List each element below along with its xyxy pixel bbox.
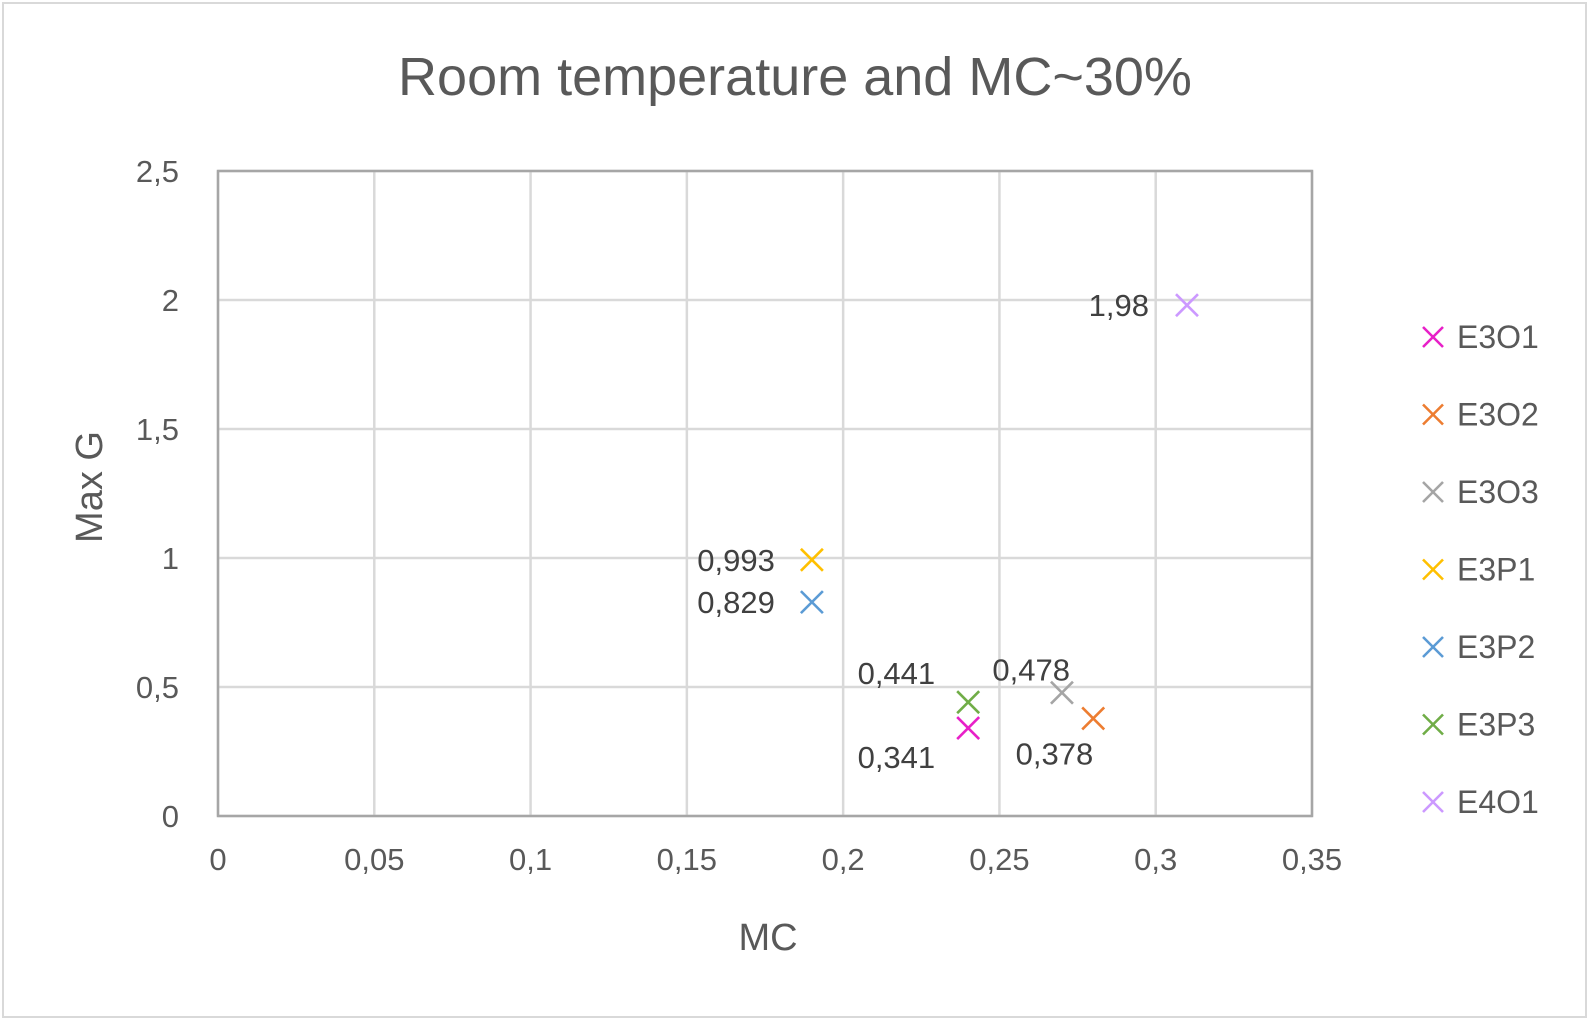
x-marker-stroke <box>956 716 981 740</box>
x-tick-labels: 0 0,05 0,1 0,15 0,2 0,25 0,3 0,35 <box>209 842 1342 877</box>
y-tick-label: 1 <box>162 541 179 576</box>
legend-item-e3p2: E3P2 <box>1422 629 1535 665</box>
data-label-e3p2: 0,829 <box>697 585 775 620</box>
x-marker-stroke <box>1081 706 1106 731</box>
legend-label: E3O3 <box>1457 474 1539 510</box>
data-point-e3p1 <box>799 547 824 572</box>
legend-item-e3p3: E3P3 <box>1422 707 1535 743</box>
data-points <box>799 293 1199 740</box>
legend-item-e3o1: E3O1 <box>1422 319 1539 355</box>
data-point-e3o3 <box>1050 680 1074 705</box>
legend-label: E3P1 <box>1457 552 1535 588</box>
legend-label: E3P3 <box>1457 707 1535 743</box>
x-tick-label: 0,15 <box>657 842 717 877</box>
data-point-e3p3 <box>956 690 981 715</box>
plot-area-border <box>216 169 1314 818</box>
legend-x-marker <box>1422 713 1444 736</box>
legend-x-marker <box>1422 636 1444 658</box>
legend-x-marker <box>1422 326 1444 348</box>
x-tick-label: 0,05 <box>344 842 404 877</box>
x-tick-label: 0,2 <box>822 842 865 877</box>
legend-label: E3O2 <box>1457 397 1539 433</box>
legend-label: E3O1 <box>1457 319 1539 355</box>
data-labels: 0,341 0,378 0,478 0,993 0,829 0,441 1,98 <box>697 288 1149 775</box>
x-marker-stroke <box>1175 293 1199 318</box>
x-tick-label: 0,35 <box>1282 842 1342 877</box>
y-tick-label: 0,5 <box>136 670 179 705</box>
x-tick-label: 0,1 <box>509 842 552 877</box>
legend-label: E4O1 <box>1457 784 1539 820</box>
x-tick-label: 0,25 <box>969 842 1029 877</box>
x-tick-label: 0 <box>209 842 226 877</box>
y-axis-title: Max G <box>69 431 111 543</box>
y-tick-label: 2 <box>162 283 179 318</box>
x-marker-stroke <box>956 690 981 715</box>
data-label-e3o1: 0,341 <box>858 740 936 775</box>
legend-item-e4o1: E4O1 <box>1422 784 1539 820</box>
x-axis-title: MC <box>738 917 797 959</box>
legend-x-marker <box>1422 558 1444 581</box>
data-label-e3o3: 0,478 <box>992 653 1070 688</box>
data-label-e3p3: 0,441 <box>858 656 936 691</box>
y-tick-label: 0 <box>162 799 179 834</box>
y-tick-label: 2,5 <box>136 154 179 189</box>
x-marker-stroke <box>799 547 824 572</box>
legend-item-e3o2: E3O2 <box>1422 397 1539 433</box>
y-tick-labels: 0 0,5 1 1,5 2 2,5 <box>136 154 179 834</box>
gridlines <box>216 169 1314 818</box>
legend: E3O1 E3O2 E3O3 E3P1 E3P2 E3P3 E4O1 <box>1422 319 1539 820</box>
x-marker-stroke <box>1050 680 1074 705</box>
legend-x-marker <box>1422 403 1444 426</box>
legend-x-marker <box>1422 481 1444 503</box>
legend-label: E3P2 <box>1457 629 1535 665</box>
legend-item-e3p1: E3P1 <box>1422 552 1535 588</box>
data-point-e3o2 <box>1081 706 1106 731</box>
legend-item-e3o3: E3O3 <box>1422 474 1539 510</box>
data-point-e3o1 <box>956 716 981 740</box>
x-marker-stroke <box>799 590 824 615</box>
x-tick-label: 0,3 <box>1134 842 1177 877</box>
y-tick-label: 1,5 <box>136 412 179 447</box>
legend-x-marker <box>1422 791 1444 813</box>
data-label-e3p1: 0,993 <box>697 543 775 578</box>
data-label-e4o1: 1,98 <box>1089 288 1149 323</box>
data-label-e3o2: 0,378 <box>1016 736 1094 771</box>
data-point-e4o1 <box>1175 293 1199 318</box>
data-point-e3p2 <box>799 590 824 615</box>
chart-title: Room temperature and MC~30% <box>398 47 1192 107</box>
